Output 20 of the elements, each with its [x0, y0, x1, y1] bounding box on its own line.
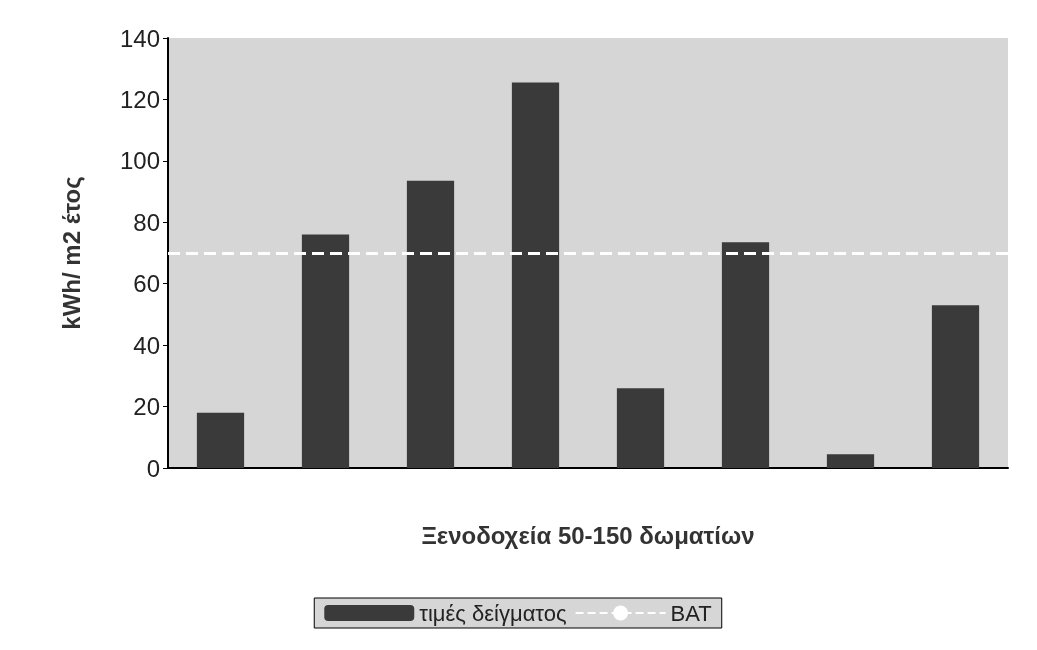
bar [406, 180, 455, 468]
y-tick-label: 80 [133, 208, 160, 236]
bar [616, 388, 665, 468]
bar [196, 412, 245, 468]
bar [301, 234, 350, 468]
y-tick-label: 120 [119, 85, 160, 113]
bar [826, 454, 875, 468]
y-axis-title: kWh/ m2 έτος [57, 176, 85, 330]
x-axis-title: Ξενοδοχεία 50-150 δωματίων [421, 521, 755, 549]
y-tick-label: 100 [119, 147, 160, 175]
legend-label: BAT [670, 600, 712, 626]
bar [511, 82, 560, 468]
bar [721, 242, 770, 468]
y-tick-label: 0 [146, 454, 160, 482]
y-tick-label: 60 [133, 270, 160, 298]
y-tick-label: 140 [119, 24, 160, 52]
legend-label: τιμές δείγματος [419, 600, 567, 626]
bar [931, 305, 980, 468]
y-tick-label: 40 [133, 331, 160, 359]
y-tick-label: 20 [133, 393, 160, 421]
